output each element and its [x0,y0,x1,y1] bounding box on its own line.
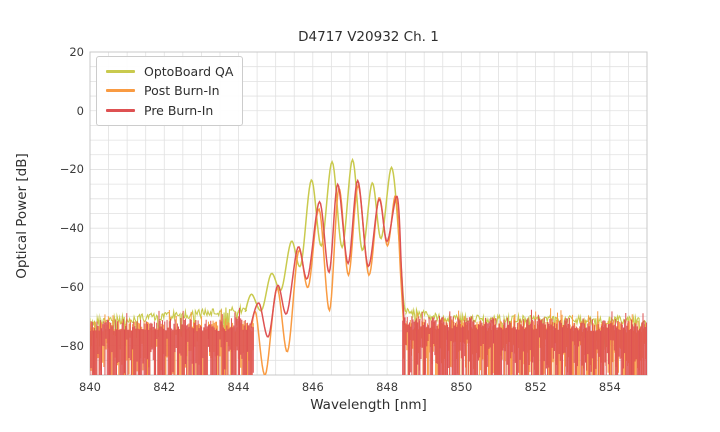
x-tick-label: 846 [301,380,324,394]
legend-line-swatch [106,70,135,74]
legend-entry-post-burn-in: Post Burn-In [106,83,233,98]
x-axis-label: Wavelength [nm] [310,397,427,413]
x-tick-label: 850 [450,380,473,394]
x-tick-label: 842 [153,380,176,394]
y-tick-label: 20 [69,45,84,59]
legend-entry-pre-burn-in: Pre Burn-In [106,103,233,118]
x-tick-label: 844 [227,380,250,394]
legend-entry-label: OptoBoard QA [144,64,234,80]
y-tick-label: 0 [76,103,84,118]
x-tick-label: 854 [598,380,621,394]
x-tick-label: 848 [376,380,399,394]
legend-entry-optoboard-qa: OptoBoard QA [106,64,233,79]
y-tick-label: −40 [59,221,84,236]
legend-entry-label: Pre Burn-In [144,102,214,118]
y-tick-label: −80 [59,338,84,353]
chart-title: D4717 V20932 Ch. 1 [298,29,439,45]
legend-entry-label: Post Burn-In [144,83,220,99]
x-tick-label: 840 [79,380,101,394]
y-tick-label: −60 [59,279,84,294]
y-tick-label: −20 [59,162,84,177]
legend: OptoBoard QA Post Burn-In Pre Burn-In [96,56,243,126]
legend-line-swatch [106,89,135,93]
legend-line-swatch [106,108,135,112]
x-tick-label: 852 [524,380,547,394]
